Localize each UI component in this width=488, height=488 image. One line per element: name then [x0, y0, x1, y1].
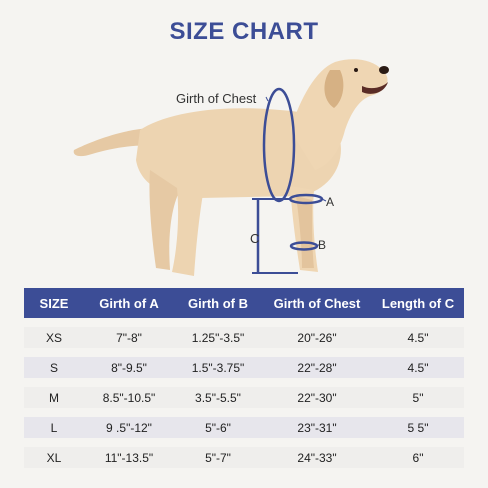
cell-size: S — [49, 360, 58, 375]
header-size: SIZE — [39, 295, 69, 311]
page-title: SIZE CHART — [169, 18, 319, 45]
a-label: A — [326, 195, 335, 209]
cell-size: XS — [45, 330, 62, 345]
cell-girth-chest: 22"-30" — [297, 390, 337, 405]
cell-length-c: 6" — [412, 450, 424, 465]
cell-length-c: 5 5" — [407, 420, 429, 435]
table-row: M 8.5"-10.5" 3.5"-5.5" 22"-30" 5" — [24, 387, 464, 408]
cell-girth-a: 9 .5"-12" — [106, 420, 152, 435]
table-header: SIZE Girth of A Girth of B Girth of Ches… — [24, 288, 464, 318]
table-row: XL 11"-13.5" 5"-7" 24"-33" 6" — [24, 447, 464, 468]
cell-girth-a: 8.5"-10.5" — [102, 390, 156, 405]
cell-girth-b: 1.5"-3.75" — [191, 360, 245, 375]
cell-girth-b: 5"-6" — [205, 420, 231, 435]
header-length-c: Length of C — [381, 295, 455, 311]
cell-size: XL — [46, 450, 62, 465]
cell-girth-b: 5"-7" — [205, 450, 231, 465]
table-row: L 9 .5"-12" 5"-6" 23"-31" 5 5" — [24, 417, 464, 438]
cell-girth-b: 1.25"-3.5" — [191, 330, 245, 345]
cell-girth-chest: 22"-28" — [297, 360, 337, 375]
header-girth-chest: Girth of Chest — [273, 295, 361, 311]
cell-girth-chest: 24"-33" — [297, 450, 337, 465]
girth-of-chest-label: Girth of Chest — [176, 91, 257, 106]
cell-girth-chest: 20"-26" — [297, 330, 337, 345]
header-girth-a: Girth of A — [99, 295, 159, 311]
cell-girth-a: 7"-8" — [116, 330, 142, 345]
table-row: XS 7"-8" 1.25"-3.5" 20"-26" 4.5" — [24, 327, 464, 348]
cell-girth-a: 11"-13.5" — [104, 450, 154, 465]
b-label: B — [318, 238, 327, 252]
header-girth-b: Girth of B — [188, 295, 248, 311]
cell-size: L — [50, 420, 58, 435]
cell-girth-b: 3.5"-5.5" — [195, 390, 241, 405]
cell-length-c: 5" — [412, 390, 424, 405]
table-row: S 8"-9.5" 1.5"-3.75" 22"-28" 4.5" — [24, 357, 464, 378]
size-table: SIZE Girth of A Girth of B Girth of Ches… — [24, 288, 464, 468]
cell-length-c: 4.5" — [407, 330, 429, 345]
cell-length-c: 4.5" — [407, 360, 429, 375]
c-label: C — [250, 231, 260, 246]
cell-girth-chest: 23"-31" — [297, 420, 337, 435]
cell-size: M — [49, 390, 59, 405]
dog-illustration — [73, 59, 389, 276]
cell-girth-a: 8"-9.5" — [111, 360, 147, 375]
